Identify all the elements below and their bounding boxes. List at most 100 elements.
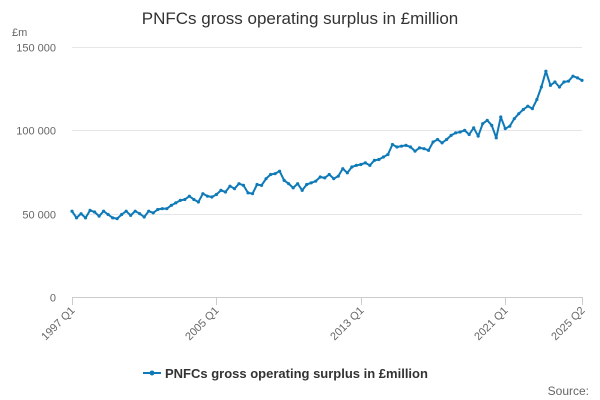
data-point[interactable] bbox=[512, 117, 516, 121]
data-point[interactable] bbox=[255, 182, 259, 187]
data-point[interactable] bbox=[386, 152, 390, 157]
data-point[interactable] bbox=[214, 192, 219, 197]
data-point[interactable] bbox=[273, 172, 277, 176]
data-point[interactable] bbox=[88, 208, 92, 212]
data-point[interactable] bbox=[246, 191, 250, 195]
data-point[interactable] bbox=[454, 131, 458, 135]
data-point[interactable] bbox=[174, 201, 178, 205]
data-point[interactable] bbox=[309, 181, 313, 185]
data-point[interactable] bbox=[241, 183, 246, 187]
data-point[interactable] bbox=[408, 145, 413, 149]
data-point[interactable] bbox=[278, 169, 282, 173]
data-point[interactable] bbox=[526, 104, 530, 108]
data-point[interactable] bbox=[133, 209, 137, 213]
legend[interactable]: PNFCs gross operating surplus in £millio… bbox=[143, 366, 428, 381]
data-point[interactable] bbox=[359, 162, 363, 167]
data-point[interactable] bbox=[377, 157, 381, 162]
data-point[interactable] bbox=[268, 172, 273, 177]
data-point[interactable] bbox=[494, 136, 498, 140]
data-point[interactable] bbox=[580, 78, 584, 82]
data-point[interactable] bbox=[106, 212, 110, 217]
data-point[interactable] bbox=[571, 74, 575, 78]
data-point[interactable] bbox=[142, 215, 146, 219]
data-point[interactable] bbox=[381, 155, 386, 159]
data-point[interactable] bbox=[517, 112, 521, 116]
data-point[interactable] bbox=[404, 143, 408, 147]
data-point[interactable] bbox=[282, 178, 286, 182]
data-point[interactable] bbox=[129, 213, 133, 217]
data-point[interactable] bbox=[178, 198, 182, 202]
data-point[interactable] bbox=[485, 118, 489, 122]
data-point[interactable] bbox=[435, 137, 440, 142]
data-point[interactable] bbox=[417, 146, 422, 150]
data-point[interactable] bbox=[183, 197, 187, 202]
data-point[interactable] bbox=[476, 134, 480, 138]
data-point[interactable] bbox=[530, 107, 534, 111]
data-point[interactable] bbox=[120, 212, 124, 217]
data-point[interactable] bbox=[124, 209, 128, 213]
data-point[interactable] bbox=[363, 161, 367, 165]
data-point[interactable] bbox=[305, 182, 309, 187]
data-point[interactable] bbox=[449, 133, 453, 137]
data-point[interactable] bbox=[79, 212, 83, 216]
data-point[interactable] bbox=[566, 79, 571, 83]
data-point[interactable] bbox=[101, 209, 106, 213]
data-point[interactable] bbox=[544, 69, 548, 73]
data-point[interactable] bbox=[472, 126, 476, 130]
data-point[interactable] bbox=[426, 148, 431, 152]
data-point[interactable] bbox=[490, 123, 494, 127]
data-point[interactable] bbox=[575, 76, 580, 80]
data-point[interactable] bbox=[259, 183, 264, 187]
data-point[interactable] bbox=[323, 176, 327, 180]
data-point[interactable] bbox=[151, 211, 155, 215]
data-point[interactable] bbox=[83, 216, 88, 220]
data-point[interactable] bbox=[431, 140, 435, 144]
data-point[interactable] bbox=[115, 217, 119, 221]
data-point[interactable] bbox=[440, 141, 444, 145]
data-point[interactable] bbox=[187, 194, 191, 198]
data-point[interactable] bbox=[300, 188, 304, 192]
data-point[interactable] bbox=[458, 130, 462, 134]
data-point[interactable] bbox=[264, 177, 268, 181]
data-point[interactable] bbox=[413, 149, 417, 153]
data-point[interactable] bbox=[345, 171, 349, 175]
data-point[interactable] bbox=[165, 207, 169, 211]
data-point[interactable] bbox=[201, 192, 205, 196]
data-point[interactable] bbox=[296, 182, 300, 186]
data-point[interactable] bbox=[503, 127, 507, 131]
data-point[interactable] bbox=[539, 85, 543, 89]
data-point[interactable] bbox=[390, 142, 395, 147]
data-point[interactable] bbox=[354, 163, 358, 167]
data-point[interactable] bbox=[74, 216, 79, 220]
data-point[interactable] bbox=[232, 187, 237, 191]
data-point[interactable] bbox=[318, 175, 322, 179]
data-point[interactable] bbox=[237, 182, 241, 186]
data-point[interactable] bbox=[499, 115, 503, 119]
data-point[interactable] bbox=[508, 124, 512, 128]
data-point[interactable] bbox=[467, 132, 471, 137]
data-point[interactable] bbox=[535, 97, 539, 102]
data-point[interactable] bbox=[210, 195, 214, 199]
data-point[interactable] bbox=[327, 172, 331, 177]
data-point[interactable] bbox=[97, 214, 101, 218]
data-point[interactable] bbox=[372, 158, 376, 162]
data-point[interactable] bbox=[422, 147, 426, 151]
data-point[interactable] bbox=[463, 128, 467, 132]
data-point[interactable] bbox=[368, 163, 372, 167]
data-point[interactable] bbox=[395, 145, 399, 149]
data-point[interactable] bbox=[336, 174, 340, 178]
data-point[interactable] bbox=[521, 107, 525, 112]
data-point[interactable] bbox=[287, 182, 291, 186]
data-point[interactable] bbox=[196, 200, 200, 204]
data-point[interactable] bbox=[553, 80, 557, 84]
data-point[interactable] bbox=[562, 80, 566, 84]
data-point[interactable] bbox=[548, 83, 553, 87]
data-point[interactable] bbox=[557, 85, 562, 89]
data-point[interactable] bbox=[92, 210, 97, 214]
data-point[interactable] bbox=[205, 194, 209, 198]
data-point[interactable] bbox=[314, 179, 318, 183]
data-point[interactable] bbox=[138, 212, 142, 216]
data-point[interactable] bbox=[445, 137, 449, 142]
data-point[interactable] bbox=[481, 122, 485, 126]
data-point[interactable] bbox=[160, 207, 164, 211]
